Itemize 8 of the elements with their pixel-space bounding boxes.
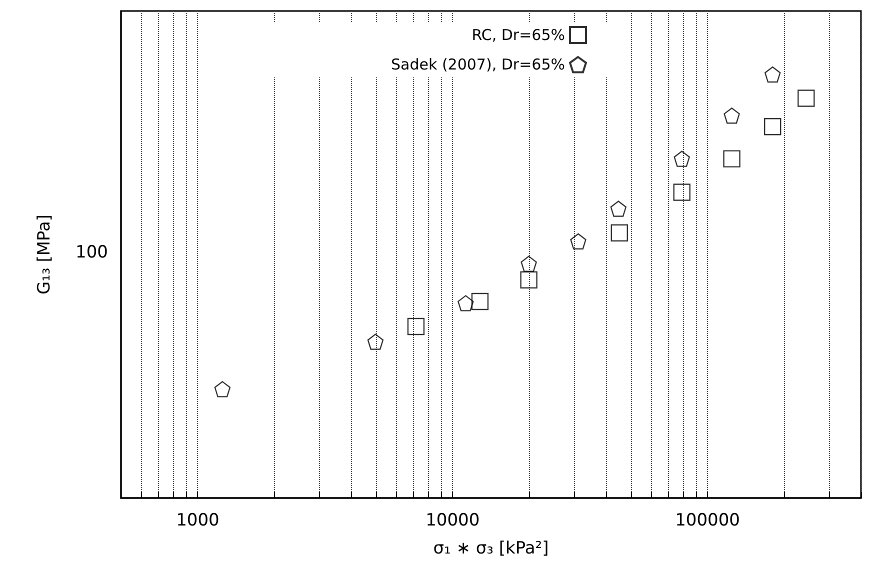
legend-label: RC, Dr=65%	[472, 26, 565, 44]
x-tick-label: 1000	[176, 510, 220, 530]
y-axis-title: G₁₃ [MPa]	[34, 214, 54, 295]
legend-label: Sadek (2007), Dr=65%	[391, 56, 565, 74]
x-axis-title: σ₁ ∗ σ₃ [kPa²]	[433, 538, 549, 558]
text: 100	[76, 242, 108, 262]
x-tick-label: 10000	[426, 510, 480, 530]
x-tick-label: 100000	[675, 510, 740, 530]
